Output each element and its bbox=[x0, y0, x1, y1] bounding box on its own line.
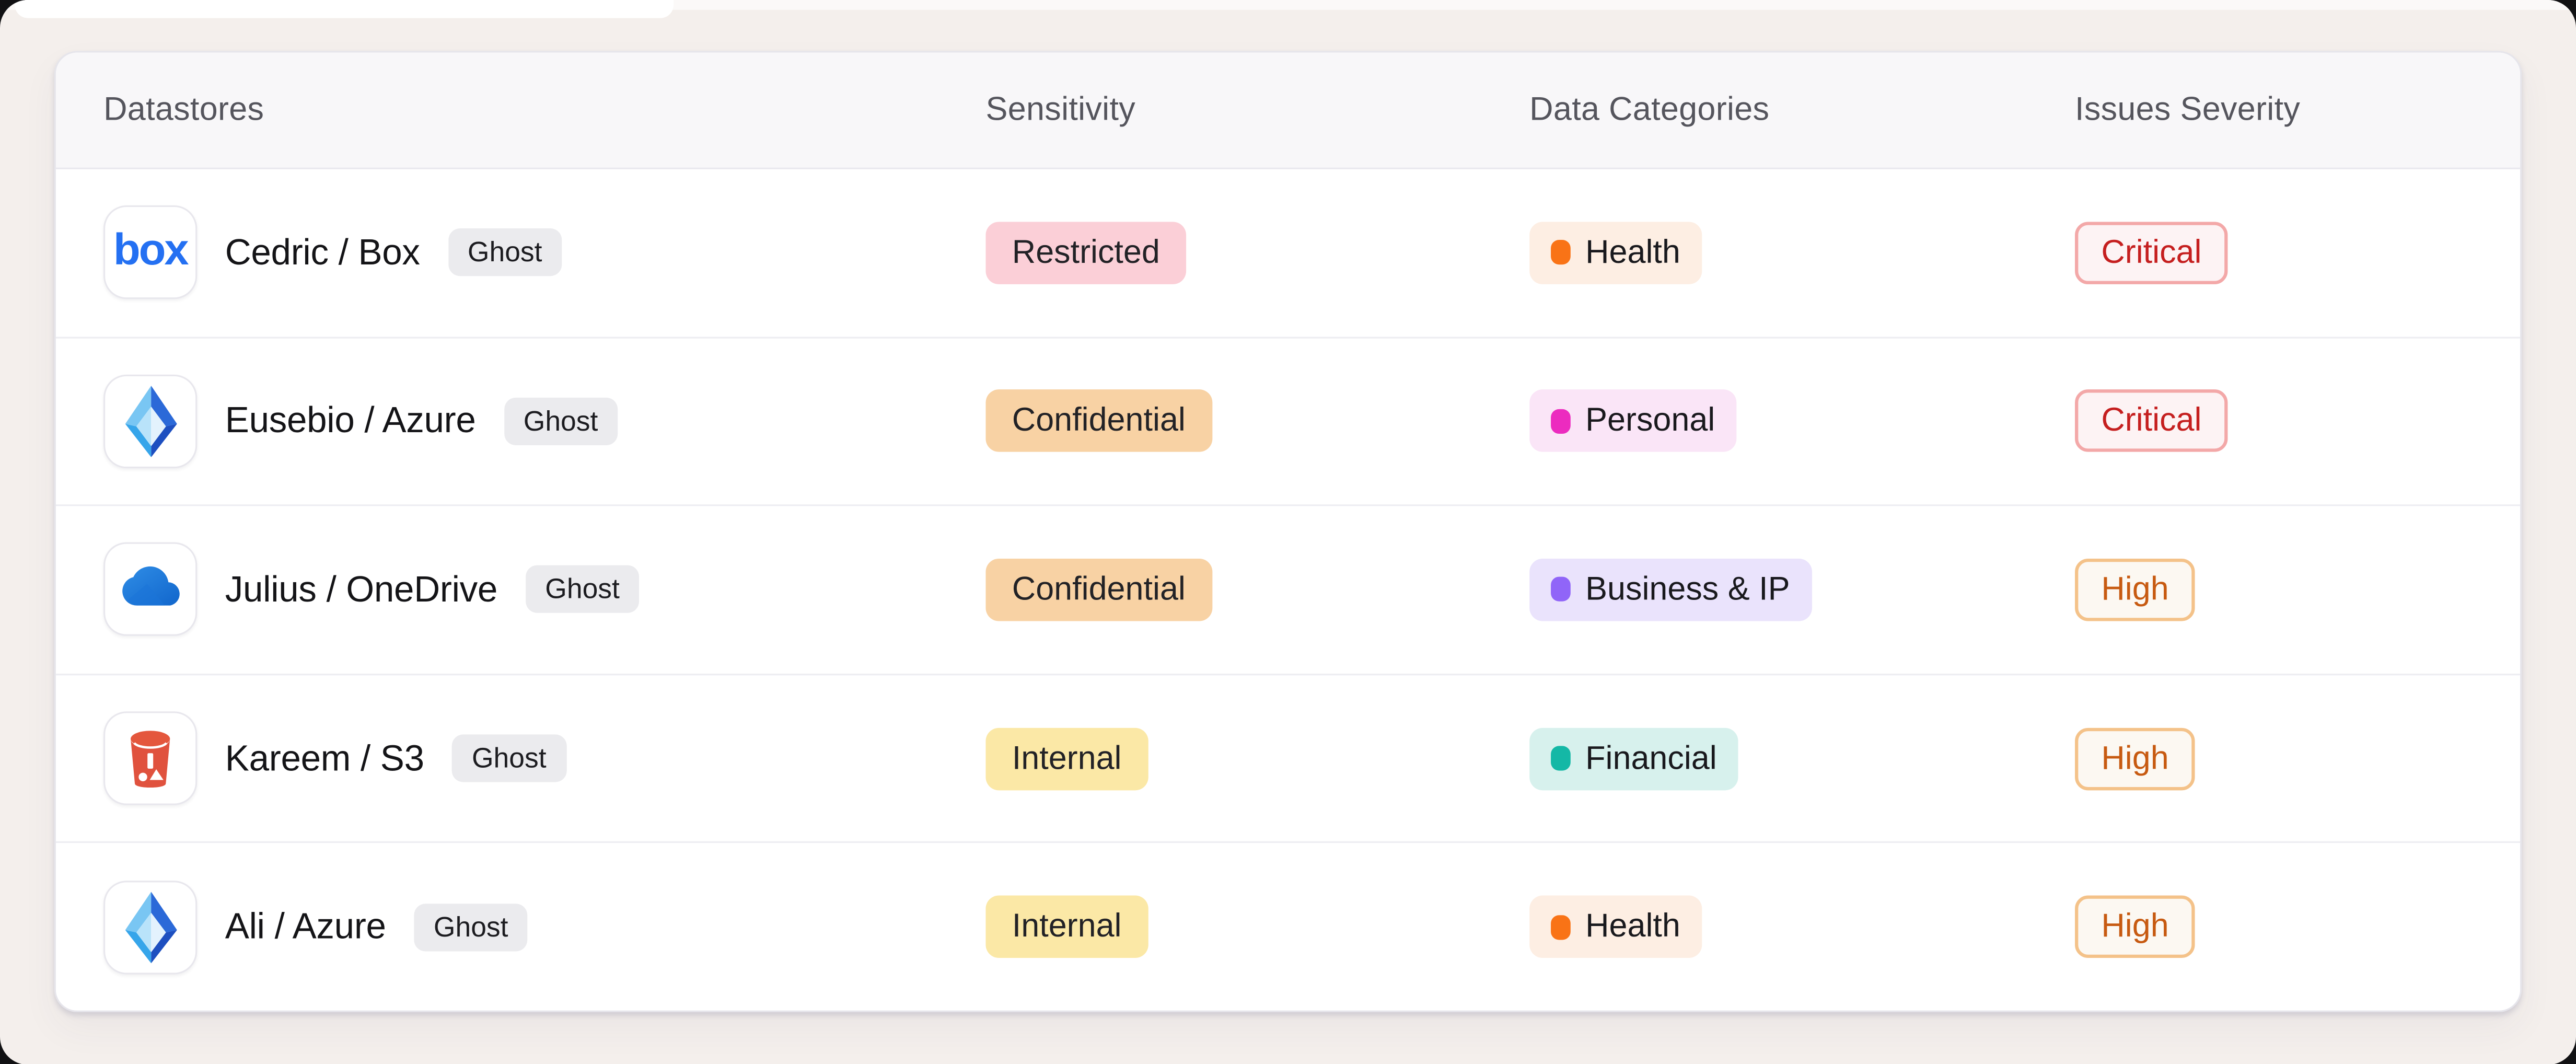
data-categories-cell: Personal bbox=[1529, 390, 2075, 453]
issues-severity-cell: High bbox=[2075, 727, 2520, 790]
severity-badge: High bbox=[2075, 558, 2195, 621]
sensitivity-cell: Confidential bbox=[985, 558, 1529, 621]
datastore-name: Julius / OneDrive bbox=[225, 568, 498, 610]
data-categories-cell: Financial bbox=[1529, 727, 2075, 790]
severity-badge: High bbox=[2075, 727, 2195, 790]
data-category-badge: Business & IP bbox=[1529, 558, 1812, 621]
datastore-cell: Ali / Azure Ghost bbox=[56, 880, 986, 974]
datastore-icon-tile bbox=[103, 374, 198, 468]
sensitivity-badge: Restricted bbox=[985, 221, 1187, 284]
issues-severity-cell: High bbox=[2075, 558, 2520, 621]
sensitivity-cell: Restricted bbox=[985, 221, 1529, 284]
ghost-badge: Ghost bbox=[414, 903, 528, 951]
severity-badge: Critical bbox=[2075, 390, 2228, 453]
sensitivity-cell: Confidential bbox=[985, 390, 1529, 453]
category-dot-icon bbox=[1551, 240, 1571, 265]
sensitivity-badge: Confidential bbox=[985, 390, 1212, 453]
table-header-row: Datastores Sensitivity Data Categories I… bbox=[55, 52, 2521, 169]
table-row[interactable]: box Cedric / Box Ghost Restricted Health… bbox=[55, 169, 2521, 337]
category-dot-icon bbox=[1551, 915, 1571, 940]
datastore-name: Ali / Azure bbox=[225, 905, 386, 947]
category-label: Health bbox=[1585, 909, 1680, 945]
data-category-badge: Health bbox=[1529, 896, 1702, 958]
datastore-cell: Kareem / S3 Ghost bbox=[56, 711, 986, 805]
sensitivity-cell: Internal bbox=[985, 896, 1529, 958]
data-categories-cell: Health bbox=[1529, 896, 2075, 958]
issues-severity-cell: High bbox=[2075, 896, 2520, 958]
category-dot-icon bbox=[1551, 409, 1571, 434]
severity-badge: High bbox=[2075, 896, 2195, 958]
severity-badge: Critical bbox=[2075, 221, 2228, 284]
column-header-datastores: Datastores bbox=[103, 91, 264, 128]
sensitivity-badge: Internal bbox=[985, 727, 1148, 790]
issues-severity-cell: Critical bbox=[2075, 221, 2520, 284]
data-category-badge: Financial bbox=[1529, 727, 1738, 790]
issues-severity-cell: Critical bbox=[2075, 390, 2520, 453]
datastore-icon-tile bbox=[103, 880, 198, 974]
category-dot-icon bbox=[1551, 746, 1571, 771]
table-row[interactable]: Julius / OneDrive Ghost Confidential Bus… bbox=[55, 504, 2521, 674]
data-categories-cell: Health bbox=[1529, 221, 2075, 284]
datastore-name: Cedric / Box bbox=[225, 231, 420, 273]
category-dot-icon bbox=[1551, 577, 1571, 603]
table-row[interactable]: Eusebio / Azure Ghost Confidential Perso… bbox=[55, 336, 2521, 505]
table-body: box Cedric / Box Ghost Restricted Health… bbox=[55, 169, 2521, 1011]
ghost-badge: Ghost bbox=[504, 397, 618, 445]
datastore-cell: Julius / OneDrive Ghost bbox=[56, 543, 986, 637]
datastore-name: Eusebio / Azure bbox=[225, 400, 476, 441]
datastore-name: Kareem / S3 bbox=[225, 737, 424, 778]
azure-icon bbox=[124, 891, 177, 963]
top-panel-sliver-left bbox=[15, 0, 674, 18]
data-categories-cell: Business & IP bbox=[1529, 558, 2075, 621]
category-label: Financial bbox=[1585, 740, 1717, 777]
category-label: Personal bbox=[1585, 403, 1715, 440]
datastore-cell: box Cedric / Box Ghost bbox=[56, 205, 986, 300]
datastores-table-card: Datastores Sensitivity Data Categories I… bbox=[54, 51, 2522, 1012]
datastore-icon-tile bbox=[103, 711, 198, 805]
ghost-badge: Ghost bbox=[525, 566, 640, 614]
azure-icon bbox=[124, 385, 177, 457]
sensitivity-badge: Internal bbox=[985, 896, 1148, 958]
s3-bucket-icon bbox=[131, 730, 170, 787]
data-category-badge: Health bbox=[1529, 221, 1702, 284]
sensitivity-cell: Internal bbox=[985, 727, 1529, 790]
column-header-data-categories: Data Categories bbox=[1529, 91, 1770, 128]
column-header-issues-severity: Issues Severity bbox=[2075, 91, 2301, 128]
datastore-icon-tile: box bbox=[103, 205, 198, 300]
datastore-cell: Eusebio / Azure Ghost bbox=[56, 374, 986, 468]
ghost-badge: Ghost bbox=[448, 228, 562, 277]
datastore-icon-tile bbox=[103, 543, 198, 637]
sensitivity-badge: Confidential bbox=[985, 558, 1212, 621]
table-row[interactable]: Kareem / S3 Ghost Internal Financial Hig… bbox=[55, 673, 2521, 842]
table-row[interactable]: Ali / Azure Ghost Internal Health High bbox=[55, 841, 2521, 1011]
category-label: Health bbox=[1585, 234, 1680, 271]
onedrive-icon bbox=[121, 567, 179, 607]
category-label: Business & IP bbox=[1585, 572, 1790, 608]
data-category-badge: Personal bbox=[1529, 390, 1737, 453]
ghost-badge: Ghost bbox=[452, 734, 566, 782]
box-icon: box bbox=[113, 225, 189, 274]
column-header-sensitivity: Sensitivity bbox=[985, 91, 1136, 128]
